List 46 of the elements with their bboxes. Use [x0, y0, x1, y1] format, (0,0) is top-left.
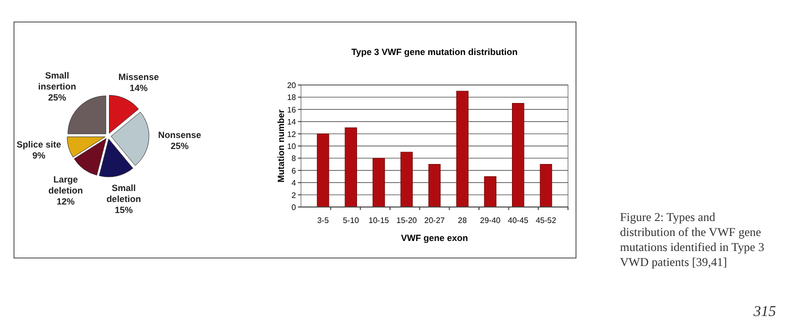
bar — [456, 90, 468, 208]
slice-label: Large deletion — [48, 174, 83, 196]
data-label: 12% — [56, 196, 75, 206]
slice-label: Nonsense — [158, 130, 202, 140]
data-label: 25% — [48, 92, 66, 103]
y-tick-label: 14 — [287, 118, 297, 127]
x-tick-label: 28 — [458, 216, 468, 225]
bar — [344, 127, 357, 208]
bar — [372, 158, 385, 208]
bar — [484, 176, 496, 208]
data-label: 14% — [130, 82, 148, 93]
slice-label: Missense — [118, 72, 159, 82]
y-tick-label: 16 — [287, 105, 297, 114]
x-tick-label: 10-15 — [368, 216, 390, 225]
data-label: 9% — [32, 150, 46, 160]
text: 315 — [752, 304, 776, 320]
x-tick-label: 15-20 — [396, 216, 418, 225]
bar — [316, 134, 330, 208]
chart-title: Type 3 VWF gene mutation distribution — [351, 47, 518, 57]
caption: Figure 2: Types and distribution of the VWF gene mutations identified in Type 3 VWD patients [39,41] — [620, 210, 764, 269]
y-tick-label: 10 — [287, 142, 297, 151]
slice-label: Splice site — [16, 139, 62, 150]
data-label: 25% — [170, 141, 189, 152]
data-label: 15% — [114, 204, 133, 215]
slice-label: Small deletion — [106, 182, 141, 204]
x-tick-label: 40-45 — [508, 216, 529, 225]
bar — [540, 164, 552, 208]
slice-label: Small insertion — [38, 70, 76, 92]
y-tick-label: 8 — [292, 154, 297, 164]
y-tick-label: 20 — [287, 81, 297, 90]
y-tick-label: 4 — [292, 178, 297, 188]
y-tick-label: 6 — [292, 166, 297, 176]
bar — [400, 152, 413, 208]
y-tick-label: 18 — [287, 93, 297, 102]
y-tick-label: 0 — [292, 203, 297, 212]
x-tick-label: 3-5 — [317, 216, 330, 225]
x-tick-label: 29-40 — [480, 216, 502, 225]
x-tick-label: 45-52 — [536, 216, 557, 225]
x-tick-label: 5-10 — [342, 216, 360, 225]
x-tick-label: 20-27 — [424, 216, 446, 225]
y-tick-label: 12 — [287, 130, 297, 139]
y-axis-title: Mutation number — [276, 109, 286, 182]
bar — [512, 103, 524, 208]
x-axis-title: VWF gene exon — [400, 233, 468, 243]
bar — [428, 164, 441, 208]
y-tick-label: 2 — [292, 190, 297, 200]
